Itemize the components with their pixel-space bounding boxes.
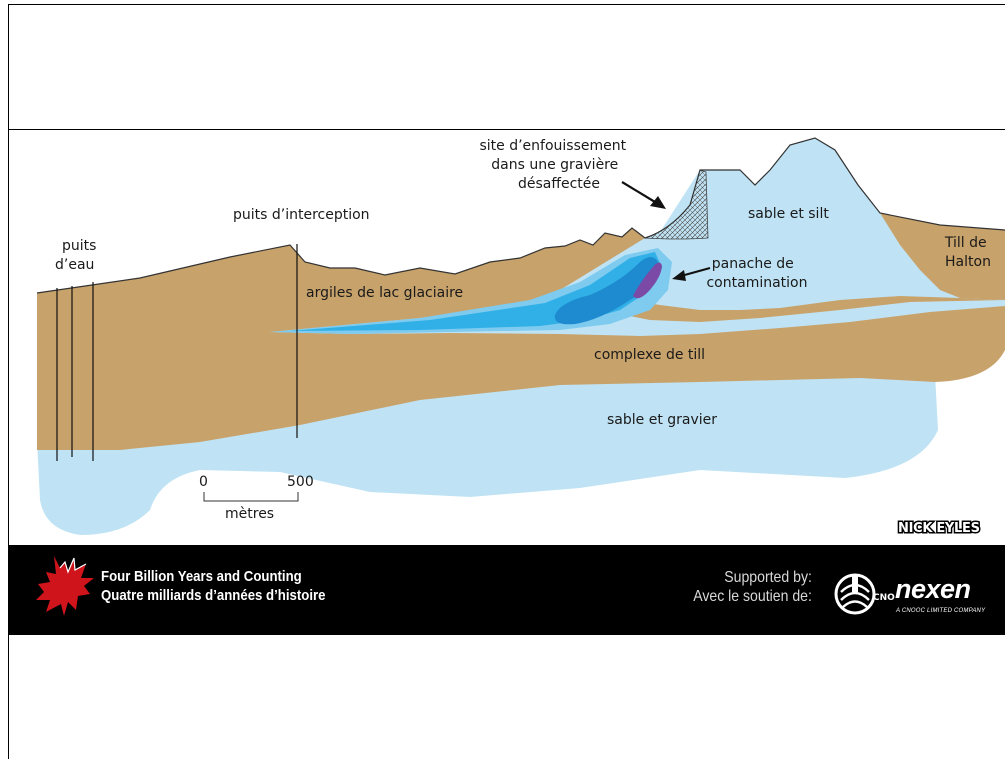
label-interception-well: puits d’interception [233, 207, 370, 223]
footer-title-en: Four Billion Years and Counting [101, 568, 302, 585]
support-label-en: Supported by: [724, 569, 812, 586]
label-halton-till: Till de Halton [944, 235, 991, 270]
header-divider [8, 129, 1005, 130]
label-sand-gravel: sable et gravier [607, 412, 717, 428]
label-till-complex: complexe de till [594, 347, 705, 363]
plume-arrow [672, 267, 711, 281]
halton-till-layer [880, 213, 1005, 300]
label-plume: panache de contamination [706, 256, 807, 291]
footer-title-fr: Quatre milliards d’années d’histoire [101, 587, 326, 604]
scale-bar: 0 500 mètres [199, 474, 314, 522]
scale-unit: mètres [225, 506, 274, 522]
scale-end: 500 [287, 474, 314, 490]
contamination-plume [270, 248, 672, 334]
sand-gravel-layer [37, 366, 938, 535]
ground-surface [36, 137, 1005, 294]
maple-leaf-icon [36, 556, 94, 616]
svg-text:CNOOC: CNOOC [873, 593, 895, 603]
scale-start: 0 [199, 474, 208, 490]
nexen-tagline: A CNOOC LIMITED COMPANY [896, 608, 986, 614]
support-label-fr: Avec le soutien de: [693, 588, 812, 605]
page-frame [8, 4, 1005, 759]
landfill-arrow [621, 181, 666, 209]
label-water-wells: puits d’eau [55, 238, 101, 273]
water-wells [56, 282, 94, 461]
cross-section-diagram: puits d’eau puits d’interception site d’… [36, 137, 1005, 538]
footer-title: Four Billion Years and Counting Quatre m… [101, 567, 325, 605]
footer-bar [8, 545, 1005, 635]
label-sand-silt: sable et silt [748, 206, 829, 222]
footer-support: Supported by: Avec le soutien de: [693, 568, 812, 606]
credit-nick-eyles: NICK EYLES [898, 521, 980, 536]
label-landfill: site d’enfouissement dans une gravière d… [479, 138, 630, 192]
cnooc-logo-icon: CNOOC [834, 573, 895, 615]
label-glacial-clay: argiles de lac glaciaire [306, 285, 463, 301]
nexen-logo: nexen [895, 574, 971, 604]
